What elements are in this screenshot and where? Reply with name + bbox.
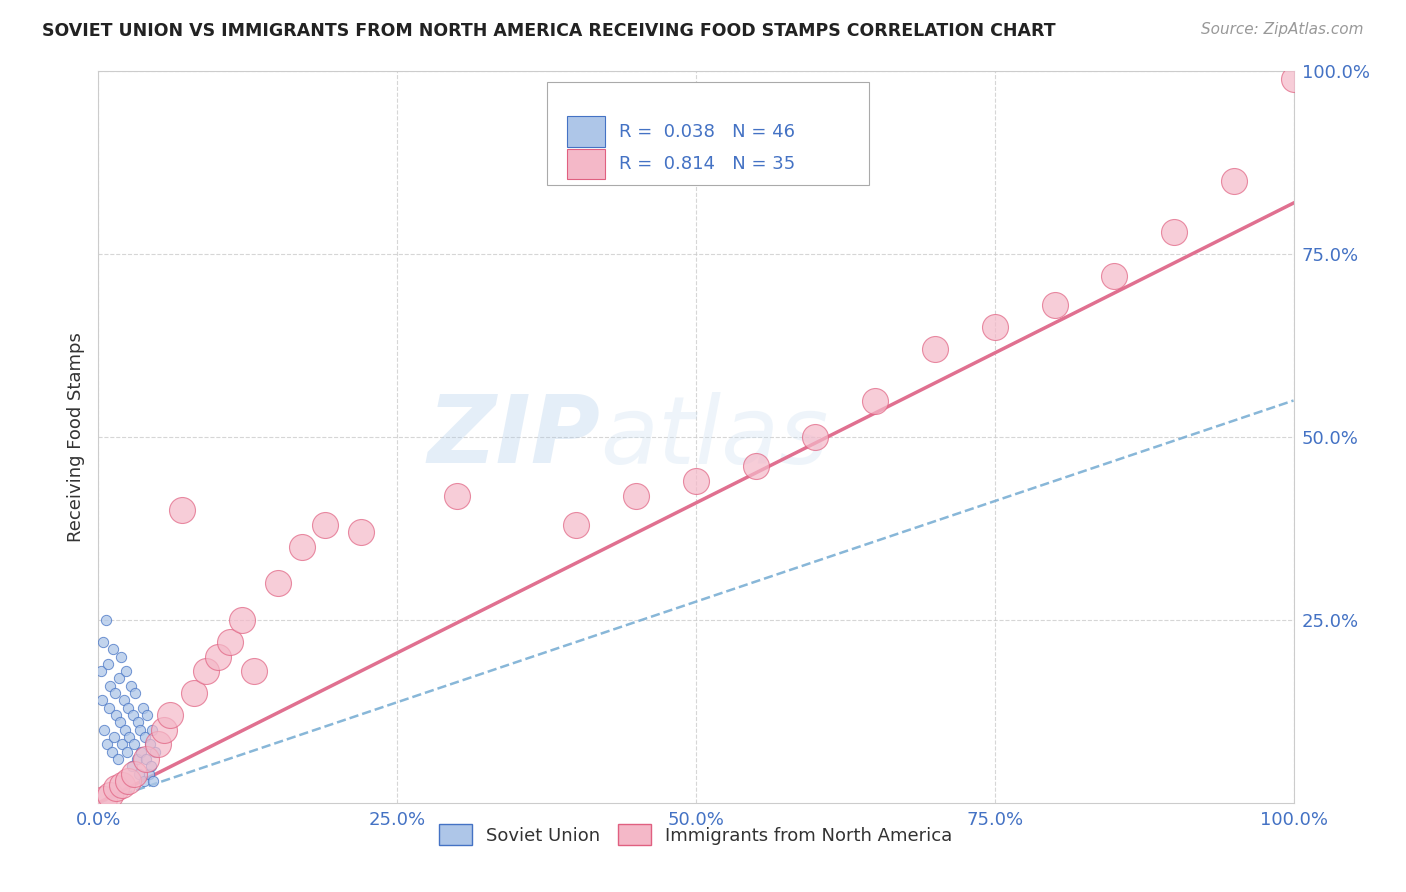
Point (111, 778, 134, 792)
Legend: Soviet Union, Immigrants from North America: Soviet Union, Immigrants from North Amer… (432, 817, 960, 852)
Point (135, 752, 157, 766)
Point (142, 773, 165, 788)
Point (243, 664, 266, 678)
Point (143, 745, 166, 759)
Point (685, 474, 707, 488)
Point (101, 642, 124, 657)
Point (315, 517, 337, 532)
Point (924, 343, 946, 357)
Point (172, 503, 194, 517)
Point (94, 613, 117, 627)
Point (1223, 174, 1246, 188)
Point (128, 766, 150, 780)
Point (124, 737, 146, 751)
Point (984, 320, 1007, 334)
Point (267, 576, 290, 591)
Point (153, 723, 176, 737)
Point (98, 789, 122, 803)
Point (105, 708, 128, 723)
Point (93, 792, 115, 806)
Point (114, 723, 136, 737)
Point (122, 708, 145, 723)
Point (118, 730, 141, 744)
Point (139, 737, 162, 751)
Point (1282, 71, 1305, 86)
Point (100, 745, 122, 759)
Point (804, 430, 827, 444)
Point (131, 745, 153, 759)
Point (135, 752, 157, 766)
Point (107, 672, 129, 686)
Point (865, 393, 887, 408)
Text: SOVIET UNION VS IMMIGRANTS FROM NORTH AMERICA RECEIVING FOOD STAMPS CORRELATION : SOVIET UNION VS IMMIGRANTS FROM NORTH AM… (42, 22, 1056, 40)
Bar (567, 149, 605, 179)
Point (183, 686, 205, 700)
Point (141, 723, 163, 737)
Point (107, 752, 129, 766)
Point (98, 700, 121, 714)
Point (105, 781, 128, 796)
Point (745, 459, 768, 474)
Point (136, 708, 159, 723)
Point (139, 759, 162, 773)
Point (159, 708, 181, 723)
Point (219, 635, 242, 649)
Point (110, 649, 132, 664)
Point (125, 752, 148, 766)
Point (626, 489, 648, 503)
Point (108, 715, 131, 730)
Point (117, 700, 139, 714)
Point (103, 730, 125, 744)
Point (565, 517, 588, 532)
Point (93, 723, 115, 737)
Text: R =  0.814   N = 35: R = 0.814 N = 35 (620, 155, 796, 173)
Point (98, 679, 122, 693)
Point (96, 737, 118, 751)
Point (195, 664, 218, 678)
Point (148, 737, 170, 751)
Point (115, 664, 138, 678)
Point (117, 773, 139, 788)
Point (91, 693, 114, 707)
Point (115, 745, 138, 759)
Point (131, 700, 153, 714)
Point (132, 773, 155, 788)
Point (90, 664, 112, 678)
Point (1043, 298, 1066, 312)
Point (127, 715, 149, 730)
Point (112, 693, 135, 707)
Bar (567, 116, 605, 147)
Point (124, 766, 146, 780)
Point (291, 540, 314, 554)
Text: ZIP: ZIP (427, 391, 600, 483)
Text: R =  0.038   N = 46: R = 0.038 N = 46 (620, 122, 796, 141)
Point (350, 525, 373, 540)
Point (1104, 269, 1126, 284)
Point (134, 730, 156, 744)
Point (138, 766, 160, 780)
Point (207, 649, 229, 664)
Point (129, 723, 152, 737)
Point (231, 613, 253, 627)
Point (121, 759, 143, 773)
Text: atlas: atlas (600, 392, 828, 483)
Point (1163, 225, 1185, 239)
Point (97, 657, 120, 671)
Point (446, 489, 468, 503)
Y-axis label: Receiving Food Stamps: Receiving Food Stamps (66, 332, 84, 542)
Point (104, 686, 127, 700)
Point (124, 686, 146, 700)
Point (111, 737, 134, 751)
Point (91, 635, 114, 649)
Point (120, 679, 142, 693)
Text: Source: ZipAtlas.com: Source: ZipAtlas.com (1201, 22, 1364, 37)
FancyBboxPatch shape (547, 82, 869, 185)
